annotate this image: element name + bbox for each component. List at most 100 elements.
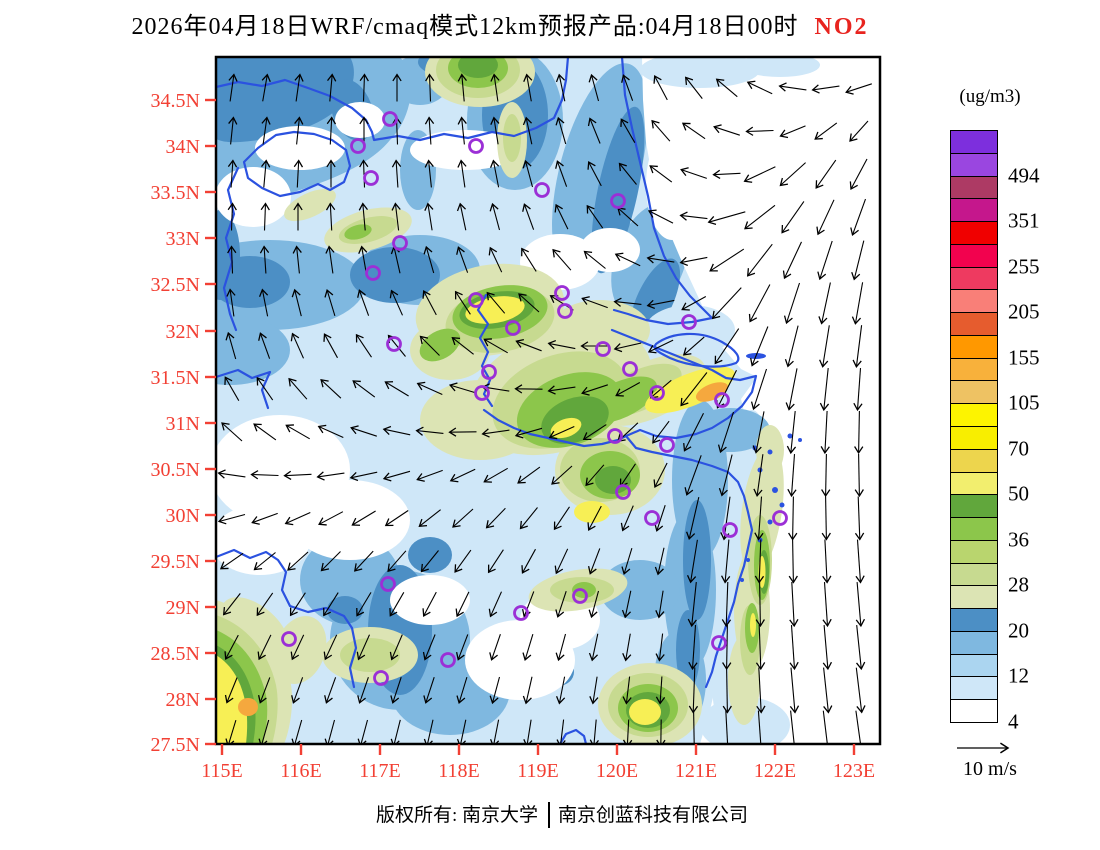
wind-arrow <box>420 550 439 573</box>
wind-arrow <box>849 120 869 142</box>
wind-arrow <box>553 506 570 531</box>
wind-arrow <box>647 209 674 224</box>
legend-band <box>950 312 998 336</box>
station-circle <box>572 588 588 604</box>
legend-value: 351 <box>1008 208 1040 233</box>
wind-arrow <box>587 161 602 187</box>
wind-arrow <box>756 667 766 714</box>
wind-arrow <box>855 667 866 714</box>
station-circle <box>610 193 626 209</box>
wind-arrow <box>555 160 568 187</box>
wind-arrow <box>488 591 503 618</box>
wind-arrow <box>481 428 510 438</box>
legend-band <box>950 448 998 473</box>
lat-label: 30.5N <box>151 459 200 481</box>
wind-arrow <box>454 549 472 573</box>
wind-arrow <box>519 507 538 530</box>
wind-arrow <box>424 202 434 231</box>
wind-arrow <box>820 410 830 455</box>
wind-arrow <box>589 719 599 744</box>
wind-arrow <box>822 710 828 744</box>
legend-unit: (ug/m3) <box>959 86 1021 107</box>
lon-label: 123E <box>833 760 875 782</box>
wind-arrow <box>651 119 671 142</box>
station-circle <box>505 320 521 336</box>
wind-scale-label: 10 m/s <box>963 758 1017 780</box>
wind-arrow <box>294 73 304 102</box>
wind-arrow <box>489 676 501 705</box>
company-text: 南京创蓝科技有限公司 <box>558 805 749 826</box>
wind-arrow <box>686 539 698 584</box>
wind-arrow <box>256 376 274 401</box>
wind-arrow <box>851 282 864 325</box>
wind-arrow <box>816 199 835 236</box>
wind-arrow <box>522 203 535 230</box>
station-circle <box>534 182 550 198</box>
station-circle <box>386 336 402 352</box>
legend-band <box>950 243 998 268</box>
wind-arrow <box>522 159 534 188</box>
wind-arrow <box>490 73 500 102</box>
wind-arrow <box>755 624 766 671</box>
wind-arrow <box>258 332 271 359</box>
legend-value: 12 <box>1008 663 1029 688</box>
wind-arrow <box>693 710 695 744</box>
legend-value: 494 <box>1008 163 1040 188</box>
legend-value: 4 <box>1008 709 1019 734</box>
wind-arrow <box>849 158 868 191</box>
wind-arrow <box>415 426 444 436</box>
wind-arrow <box>324 288 336 317</box>
wind-arrow <box>621 547 633 576</box>
wind-arrow <box>261 116 271 145</box>
lat-label: 28.5N <box>151 643 200 665</box>
wind-arrow <box>326 116 337 145</box>
wind-arrow <box>422 591 437 617</box>
copyright-text: 版权所有: 南京大学 <box>375 805 538 826</box>
wind-arrow <box>622 633 632 662</box>
legend-band <box>950 653 998 678</box>
wind-arrow <box>679 256 708 267</box>
legend-band <box>950 380 998 405</box>
wind-arrow <box>359 73 369 102</box>
wind-arrow <box>521 548 536 574</box>
wind-arrow <box>293 159 304 188</box>
legend-band <box>950 494 998 519</box>
orange-cores <box>238 382 729 716</box>
lat-label: 32N <box>166 321 200 343</box>
wind-arrow <box>854 496 865 541</box>
wind-arrow <box>287 551 309 571</box>
legend-value: 70 <box>1008 436 1029 461</box>
station-circle <box>649 385 665 401</box>
wind-arrow <box>488 246 503 273</box>
station-circle <box>595 341 611 357</box>
station-circle <box>711 635 727 651</box>
wind-arrow <box>712 169 741 180</box>
wind-arrow <box>416 469 443 482</box>
wind-arrow <box>425 73 435 102</box>
wind-arrow <box>586 204 604 229</box>
wind-arrow <box>422 634 436 661</box>
legend-band <box>950 471 998 496</box>
wind-arrow <box>713 124 740 136</box>
wind-arrow <box>783 282 801 325</box>
lat-label: 31N <box>166 413 200 435</box>
wind-arrow <box>754 496 764 541</box>
wind-arrow <box>755 581 765 628</box>
wind-arrow <box>818 282 831 325</box>
wind-arrow <box>227 245 237 274</box>
lon-label: 116E <box>280 760 321 782</box>
wind-arrow <box>390 719 401 744</box>
station-circle <box>681 314 697 330</box>
wind-arrow <box>228 116 238 145</box>
wind-arrow <box>822 582 832 628</box>
legend-band <box>950 334 998 359</box>
south-border <box>558 728 588 744</box>
wind-arrow <box>684 455 702 496</box>
station-circle <box>481 364 497 380</box>
wind-arrow <box>852 325 863 368</box>
wind-arrow <box>679 211 708 221</box>
wind-arrow <box>716 370 737 409</box>
wind-arrow <box>587 505 602 531</box>
